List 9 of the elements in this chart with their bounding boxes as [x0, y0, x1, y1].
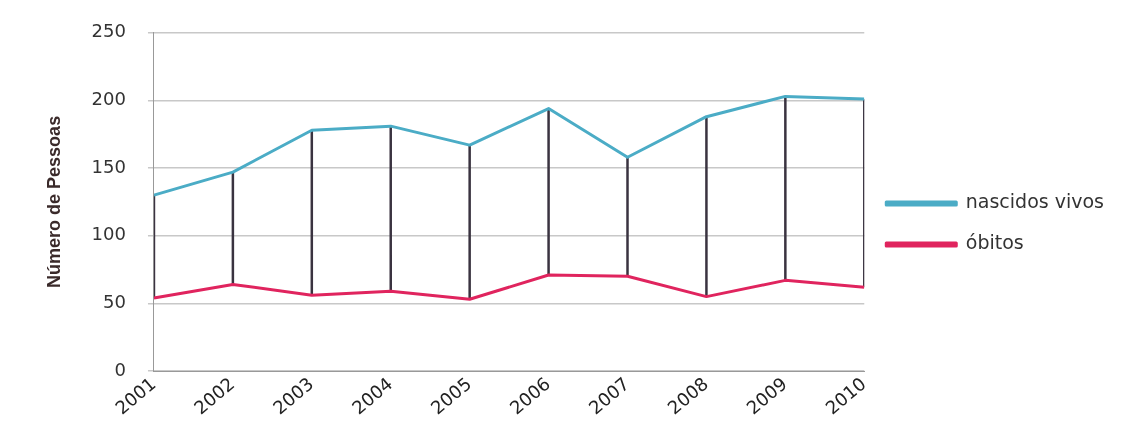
y-tick-label: 50: [103, 291, 126, 313]
y-tick-label: 200: [91, 88, 126, 110]
y-tick-label: 100: [91, 223, 126, 245]
y-tick-label: 0: [114, 358, 126, 380]
legend-label: nascidos vivos: [965, 190, 1105, 213]
legend-label: óbitos: [965, 231, 1024, 254]
y-tick-label: 250: [91, 20, 126, 42]
y-tick-label: 150: [91, 155, 126, 177]
y-axis-title: Número de Pessoas: [43, 115, 64, 288]
